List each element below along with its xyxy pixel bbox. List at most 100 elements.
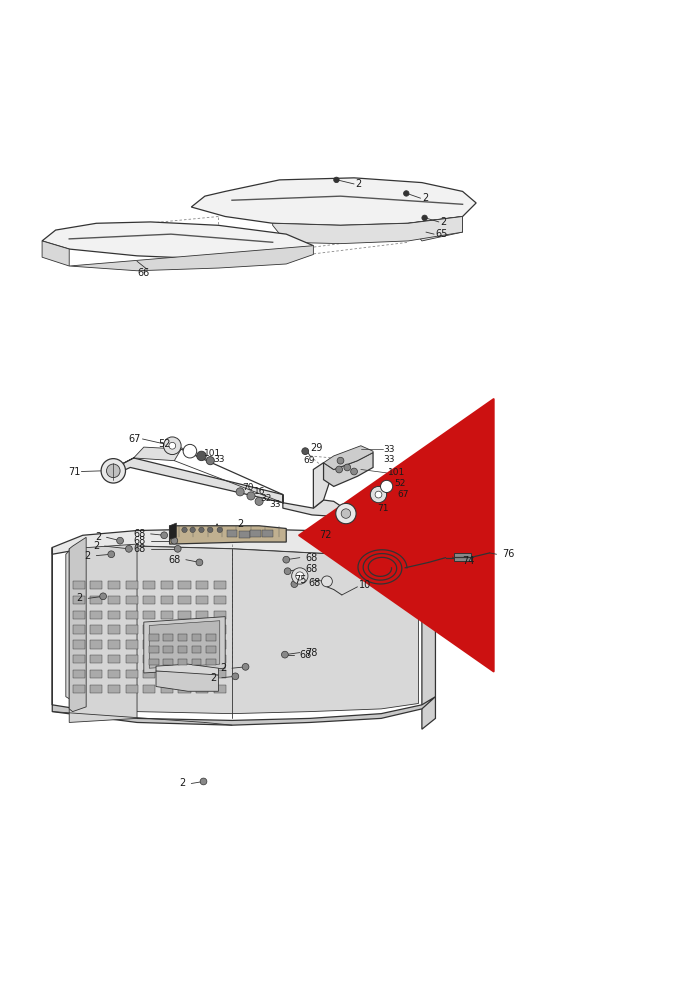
Bar (161, 655, 173, 663)
Polygon shape (52, 528, 435, 558)
Text: 68: 68 (133, 536, 145, 546)
Circle shape (161, 532, 168, 539)
Bar (91, 670, 102, 678)
Bar (178, 596, 191, 604)
Bar (143, 685, 155, 693)
Bar (161, 685, 173, 693)
Text: 2: 2 (221, 663, 227, 673)
Bar (192, 646, 202, 653)
Circle shape (302, 448, 308, 455)
Bar (214, 640, 226, 649)
Bar (196, 581, 208, 589)
Bar (73, 625, 85, 634)
Polygon shape (42, 222, 313, 259)
Bar (125, 655, 138, 663)
Circle shape (296, 572, 304, 580)
Bar (178, 646, 187, 653)
Bar (143, 670, 155, 678)
Bar (149, 646, 159, 653)
Bar (73, 640, 85, 649)
Circle shape (125, 545, 132, 552)
Bar (143, 655, 155, 663)
Polygon shape (323, 453, 373, 486)
Polygon shape (42, 241, 69, 266)
Text: 2: 2 (84, 551, 91, 561)
Circle shape (381, 480, 393, 493)
Circle shape (334, 177, 339, 183)
Circle shape (247, 492, 255, 500)
Circle shape (182, 527, 187, 533)
Polygon shape (115, 447, 181, 467)
Text: 68: 68 (133, 544, 145, 554)
Circle shape (206, 457, 215, 465)
Bar (125, 670, 138, 678)
Text: 67: 67 (398, 490, 409, 499)
Circle shape (321, 576, 332, 587)
Circle shape (197, 451, 206, 461)
Text: 68: 68 (133, 529, 145, 539)
Bar (206, 659, 216, 665)
Text: 68: 68 (308, 578, 321, 588)
Bar (73, 596, 85, 604)
Bar (178, 640, 191, 649)
Bar (214, 685, 226, 693)
Bar (161, 581, 173, 589)
Bar (214, 581, 226, 589)
Bar (108, 625, 120, 634)
Text: 2: 2 (76, 593, 83, 603)
Circle shape (291, 581, 298, 587)
Bar (91, 611, 102, 619)
Bar (125, 685, 138, 693)
Polygon shape (191, 178, 476, 225)
Circle shape (116, 537, 123, 544)
Text: 2: 2 (93, 541, 99, 551)
Circle shape (171, 537, 178, 544)
Polygon shape (156, 671, 219, 691)
Circle shape (169, 442, 176, 449)
Bar (143, 596, 155, 604)
Bar (125, 640, 138, 649)
Bar (214, 596, 226, 604)
Polygon shape (144, 617, 225, 673)
Text: 32: 32 (260, 494, 272, 503)
Bar (91, 685, 102, 693)
Circle shape (255, 497, 263, 505)
Circle shape (200, 778, 207, 785)
Text: 76: 76 (502, 549, 514, 559)
Bar (196, 685, 208, 693)
Circle shape (341, 509, 351, 518)
Bar (192, 659, 202, 665)
Bar (163, 646, 173, 653)
Circle shape (190, 527, 195, 533)
Text: 69: 69 (303, 456, 315, 465)
Polygon shape (170, 523, 176, 539)
Bar (262, 530, 272, 537)
Bar (196, 655, 208, 663)
Polygon shape (52, 547, 435, 725)
Text: 71: 71 (67, 467, 80, 477)
Bar (108, 640, 120, 649)
Bar (143, 625, 155, 634)
Text: 16: 16 (254, 487, 265, 496)
Bar (125, 625, 138, 634)
Circle shape (370, 486, 387, 503)
Text: 68: 68 (168, 555, 180, 565)
Bar (214, 655, 226, 663)
Bar (227, 530, 238, 537)
Bar (91, 655, 102, 663)
Text: 29: 29 (311, 443, 323, 453)
Circle shape (351, 468, 358, 475)
Text: 2: 2 (210, 673, 217, 683)
Circle shape (283, 556, 289, 563)
Bar (73, 685, 85, 693)
Text: 10: 10 (359, 580, 371, 590)
Bar (108, 685, 120, 693)
Text: 101: 101 (204, 449, 221, 458)
Circle shape (183, 444, 197, 458)
Bar (149, 659, 159, 665)
Polygon shape (115, 458, 283, 503)
Text: 68: 68 (300, 650, 312, 660)
Bar (73, 611, 85, 619)
Circle shape (404, 191, 409, 196)
Text: 33: 33 (383, 445, 395, 454)
